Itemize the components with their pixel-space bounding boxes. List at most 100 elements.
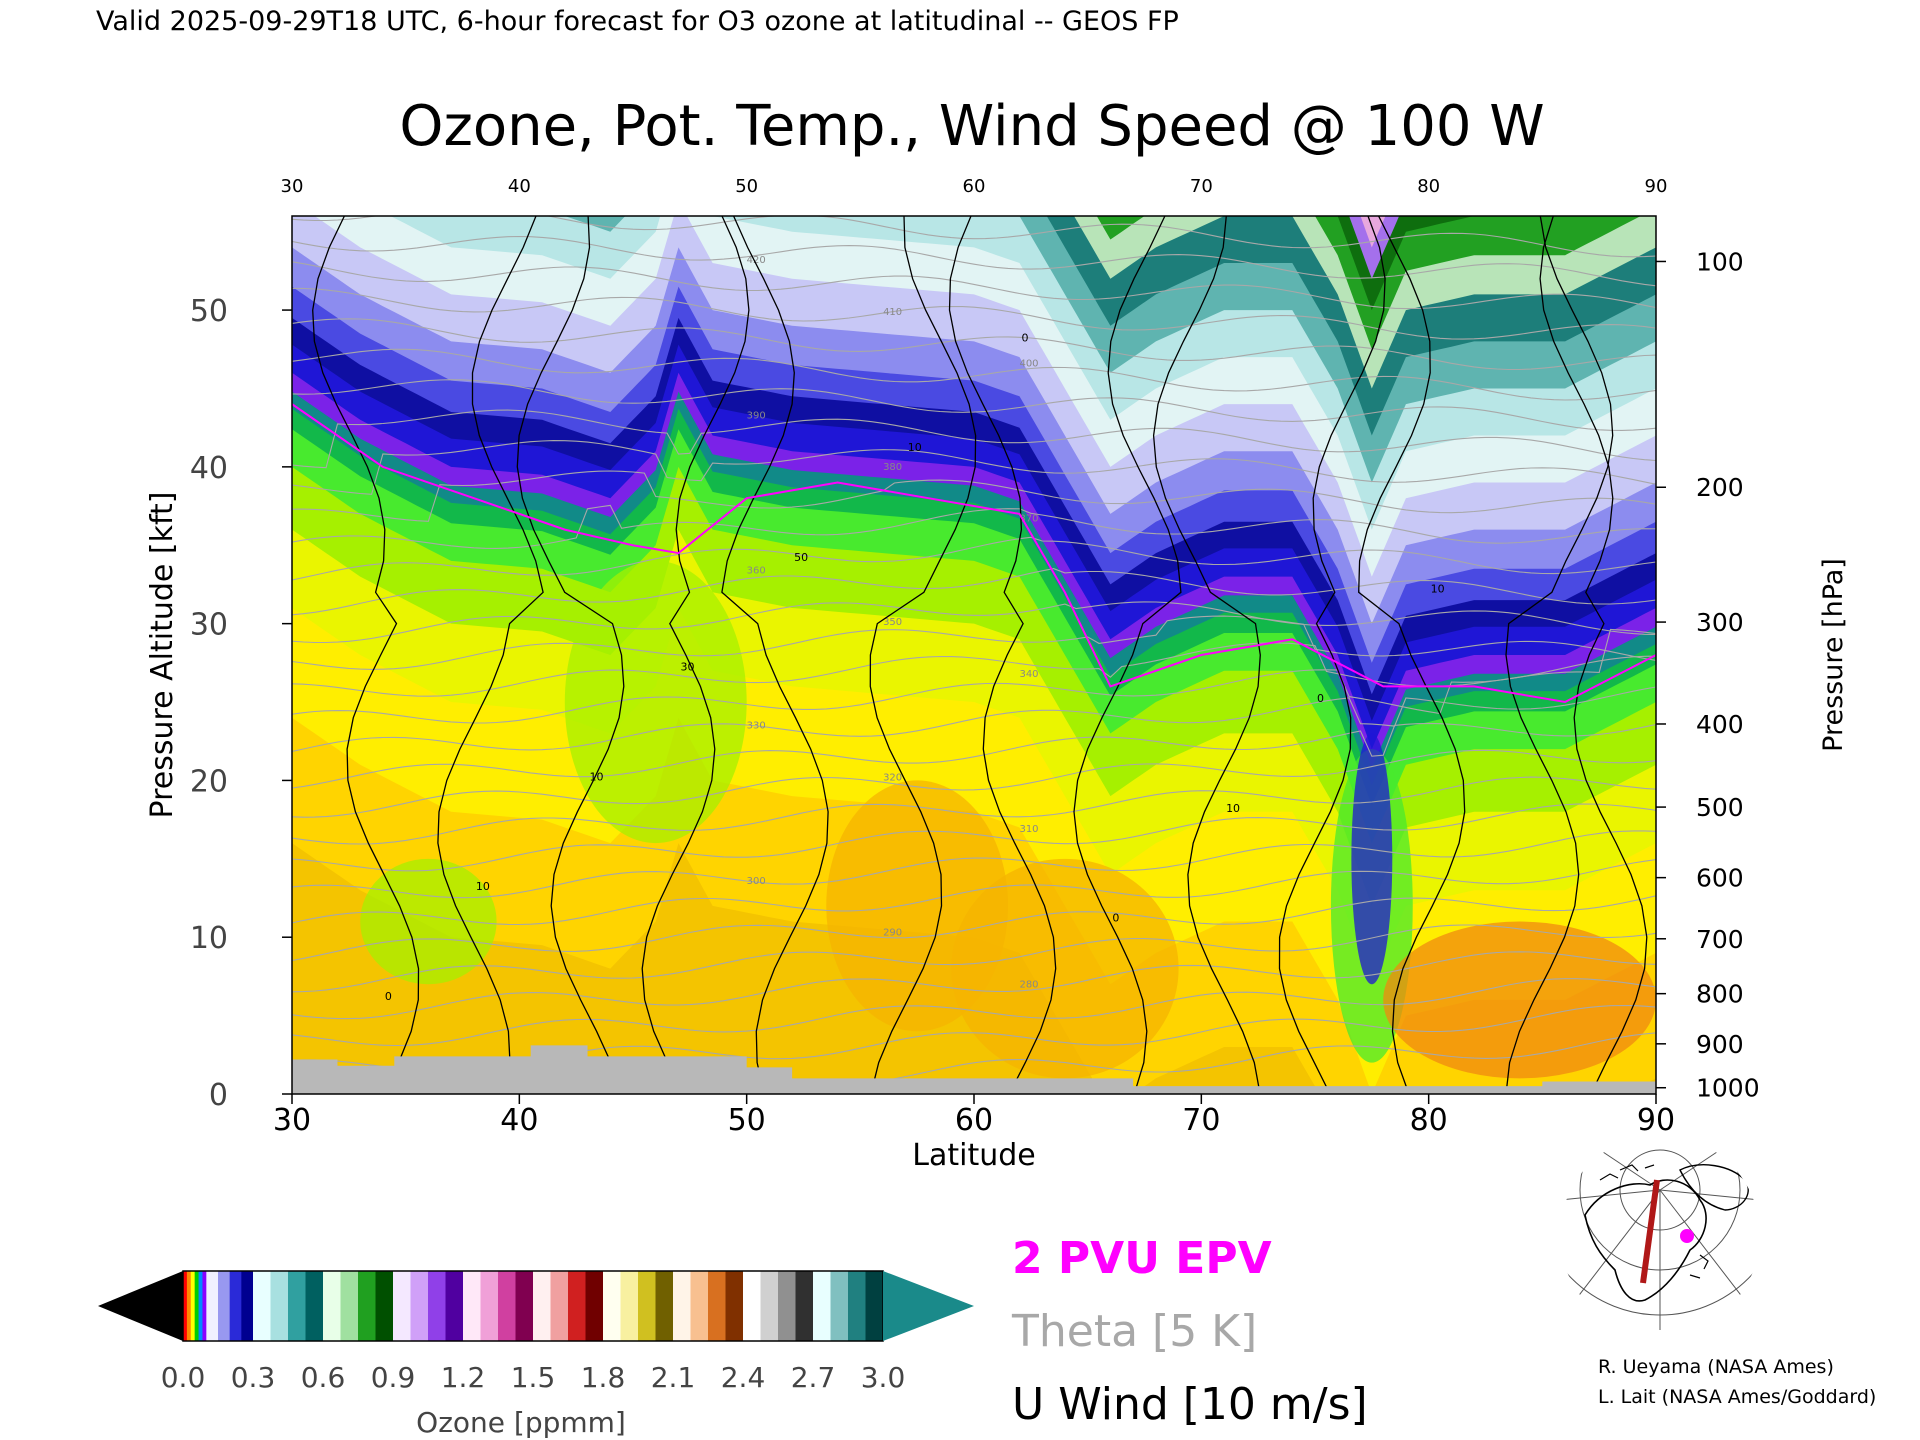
theta-line-4 [292,924,1656,993]
theta-label-9: 330 [747,721,766,732]
theta-label-5: 370 [1019,514,1038,525]
colorbar-swatch-0-4 [198,1271,203,1341]
theta-line-3 [292,951,1656,1020]
theta-label-1: 410 [883,307,902,318]
valid-line: Valid 2025-09-29T18 UTC, 6-hour forecast… [96,6,1179,37]
ozone-band-20 [1337,216,1566,311]
x-top-tick-label: 90 [1645,176,1668,197]
ozone-band-22 [1360,216,1386,248]
theta-line-15 [292,615,1656,670]
colorbar-swatch-6-1 [550,1271,569,1341]
colorbar-label: Ozone [ppmm] [416,1406,626,1439]
legend: 2 PVU EPV Theta [5 K] U Wind [10 m/s] [1011,1233,1368,1430]
colorbar-swatch-2-3 [305,1271,324,1341]
x-tick-label: 80 [1410,1103,1448,1138]
y-tick-label: 0 [209,1078,228,1113]
theta-line-0 [292,1032,1656,1094]
colorbar-swatch-0-5 [202,1271,207,1341]
theta-line-23 [292,379,1656,431]
colorbar-swatch-6-3 [585,1271,604,1341]
colorbar-tick-label: 3.0 [861,1361,906,1394]
ozone-blob-3 [1351,733,1393,985]
theta-line-7 [292,830,1656,899]
x-tick-label: 50 [728,1103,766,1138]
colorbar-tick-label: 2.1 [651,1361,696,1394]
pressure-tick-label: 900 [1696,1030,1744,1059]
u-wind-line-1 [437,216,544,1094]
y-tick-label: 50 [190,294,228,329]
colorbar-swatch-7-2 [638,1271,656,1341]
pressure-tick-label: 800 [1696,980,1744,1009]
colorbar-swatch-10-1 [830,1271,849,1341]
colorbar-swatch-1-0 [206,1271,219,1341]
inset-map [1560,1135,1760,1330]
u-wind-label-6: 0 [1021,331,1028,344]
u-wind-line-8 [1152,216,1261,1094]
colorbar-swatch-0-2 [190,1271,196,1341]
x-top-tick-label: 80 [1417,176,1440,197]
legend-epv: 2 PVU EPV [1012,1233,1272,1284]
y-tick-label: 10 [190,921,228,956]
colorbar-swatch-7-3 [655,1271,674,1341]
theta-line-5 [292,895,1656,962]
x-top-tick-label: 30 [281,176,304,197]
u-wind-label-2: 10 [590,770,604,783]
u-wind-label-0: 0 [385,990,392,1003]
y-tick-label: 30 [190,608,228,643]
theta-label-2: 400 [1019,359,1038,370]
theta-label-14: 280 [1019,979,1038,990]
colorbar-tick-label: 0.9 [371,1361,416,1394]
u-wind-line-3 [641,216,750,1094]
pressure-tick-label: 700 [1696,925,1744,954]
colorbar-swatch-3-3 [375,1271,394,1341]
colorbar-swatch-2-1 [270,1271,289,1341]
pressure-tick-label: 400 [1696,710,1744,739]
colorbar-swatch-0-1 [186,1271,192,1341]
u-wind-line-12 [1539,216,1648,1094]
u-wind-label-8: 10 [1226,802,1240,815]
colorbar-swatch-9-3 [795,1271,814,1341]
theta-line-29 [292,216,1656,258]
colorbar-swatch-1-3 [241,1271,254,1341]
colorbar-swatch-4-2 [428,1271,446,1341]
credit-line-1: R. Ueyama (NASA Ames) [1598,1356,1834,1378]
colorbar-swatch-0-0 [183,1271,188,1341]
ozone-blob-4 [1383,921,1656,1079]
pressure-axis-label: Pressure [hPa] [1818,558,1849,752]
theta-label-11: 310 [1019,824,1038,835]
theta-line-8 [292,803,1656,872]
colorbar-swatch-8-1 [690,1271,709,1341]
theta-line-9 [292,776,1656,845]
x-tick-label: 70 [1182,1103,1220,1138]
colorbar-tick-label: 1.5 [511,1361,556,1394]
colorbar-tick-label: 0.3 [231,1361,276,1394]
colorbar-tick-label: 2.4 [721,1361,766,1394]
theta-line-6 [292,859,1656,926]
colorbar-swatch-6-2 [568,1271,586,1341]
terrain [292,1045,1656,1094]
colorbar-swatch-4-1 [410,1271,429,1341]
colorbar-swatch-2-2 [288,1271,306,1341]
theta-label-4: 380 [883,462,902,473]
colorbar-tick-label: 1.8 [581,1361,626,1394]
colorbar-swatch-5-3 [515,1271,534,1341]
theta-line-18 [292,536,1656,581]
colorbar-swatch-4-3 [445,1271,464,1341]
y-tick-label: 20 [190,764,228,799]
colorbar-tick-label: 0.0 [161,1361,206,1394]
theta-line-11 [292,722,1656,789]
plot-area: 4204104003903803703603503403303203103002… [291,215,1657,1095]
pressure-tick-label: 300 [1696,608,1744,637]
pressure-tick-label: 200 [1696,473,1744,502]
colorbar-swatch-10-3 [865,1271,884,1341]
inset-marker [1680,1229,1694,1243]
u-wind-label-4: 50 [794,551,808,564]
colorbar-swatch-5-2 [498,1271,516,1341]
colorbar-swatch-3-2 [358,1271,376,1341]
theta-label-10: 320 [883,772,902,783]
colorbar-swatch-0-3 [194,1271,200,1341]
colorbar-tick-label: 0.6 [301,1361,346,1394]
theta-line-19 [292,504,1656,549]
y-axis-label: Pressure Altitude [kft] [145,492,180,819]
colorbar-swatch-5-0 [463,1271,481,1341]
